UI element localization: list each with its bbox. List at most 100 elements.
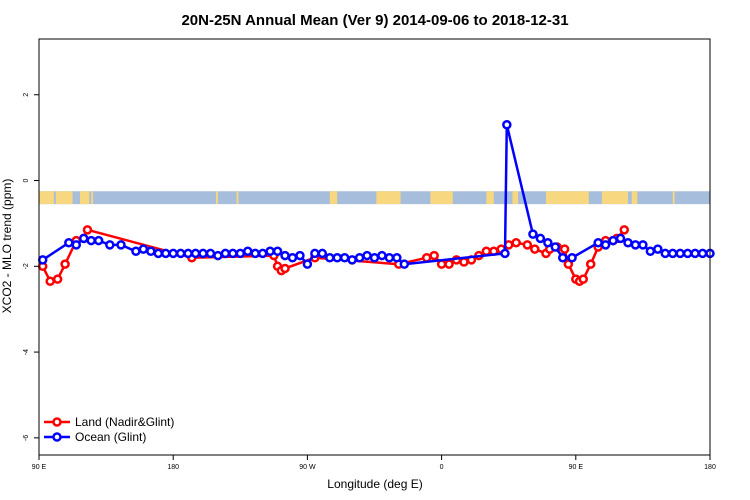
data-point bbox=[82, 225, 93, 235]
data-point bbox=[93, 235, 104, 246]
legend-label: Land (Nadir&Glint) bbox=[75, 415, 174, 429]
y-tick-label: -6 bbox=[23, 435, 30, 441]
data-point bbox=[64, 237, 74, 248]
x-tick-label: 180 bbox=[704, 464, 716, 471]
data-point bbox=[146, 246, 156, 257]
data-point bbox=[60, 259, 70, 269]
map-land bbox=[672, 191, 675, 205]
legend-marker bbox=[52, 417, 62, 427]
data-point bbox=[52, 274, 63, 284]
map-land bbox=[486, 191, 494, 205]
data-point bbox=[585, 259, 596, 269]
data-point bbox=[205, 248, 216, 259]
data-point bbox=[168, 248, 178, 259]
y-tick-label: 0 bbox=[23, 178, 30, 182]
data-point bbox=[287, 252, 298, 263]
data-point bbox=[682, 248, 693, 259]
data-point bbox=[272, 246, 283, 257]
data-point bbox=[600, 240, 611, 250]
data-point bbox=[228, 248, 238, 259]
data-point bbox=[317, 248, 328, 259]
data-point bbox=[459, 257, 469, 267]
data-point bbox=[500, 248, 510, 259]
data-point bbox=[369, 252, 380, 263]
y-axis: 2 0 -2 -4 -6 bbox=[23, 93, 39, 441]
data-point bbox=[638, 240, 648, 250]
data-point bbox=[522, 240, 533, 250]
x-tick-label: 90 E bbox=[569, 464, 584, 471]
world-map-band bbox=[39, 191, 710, 205]
data-point bbox=[558, 252, 568, 263]
map-land bbox=[329, 191, 338, 205]
data-point bbox=[354, 252, 365, 263]
legend: Land (Nadir&Glint)Ocean (Glint) bbox=[44, 415, 174, 444]
data-point bbox=[37, 255, 48, 265]
data-point bbox=[645, 246, 656, 257]
data-point bbox=[78, 233, 89, 244]
data-point bbox=[559, 244, 570, 254]
data-point bbox=[265, 246, 275, 257]
map-land bbox=[80, 191, 90, 205]
data-point bbox=[675, 248, 685, 259]
data-point bbox=[543, 237, 553, 248]
data-point bbox=[160, 248, 171, 259]
map-land bbox=[631, 191, 638, 205]
legend-marker bbox=[52, 432, 62, 442]
data-point bbox=[528, 229, 538, 239]
x-tick-label: 0 bbox=[440, 464, 444, 471]
data-point bbox=[198, 248, 208, 259]
data-point bbox=[623, 237, 633, 248]
data-point bbox=[362, 250, 372, 261]
data-point bbox=[235, 248, 246, 259]
data-point bbox=[131, 246, 141, 257]
data-point bbox=[310, 248, 320, 259]
data-point bbox=[71, 240, 82, 250]
data-point bbox=[339, 252, 350, 263]
data-point bbox=[175, 248, 186, 259]
data-point bbox=[481, 246, 492, 257]
data-point bbox=[444, 259, 454, 269]
data-point bbox=[690, 248, 700, 259]
data-point bbox=[384, 252, 395, 263]
data-point bbox=[116, 240, 126, 250]
series-ocean bbox=[37, 120, 715, 269]
x-tick-label: 180 bbox=[167, 464, 179, 471]
data-point bbox=[593, 237, 603, 248]
y-tick-label: -4 bbox=[23, 349, 30, 355]
data-point bbox=[697, 248, 708, 259]
data-point bbox=[630, 240, 641, 250]
y-tick-label: -2 bbox=[23, 263, 30, 269]
x-tick-label: 90 W bbox=[299, 464, 316, 471]
data-point bbox=[105, 240, 115, 250]
x-axis-label: Longitude (deg E) bbox=[327, 477, 422, 491]
data-point bbox=[667, 248, 678, 259]
data-point bbox=[347, 255, 357, 265]
data-point bbox=[567, 252, 577, 263]
map-land bbox=[39, 191, 54, 205]
data-point bbox=[421, 252, 432, 263]
data-point bbox=[615, 233, 626, 244]
data-point bbox=[280, 263, 290, 274]
plot-frame bbox=[38, 38, 711, 456]
data-point bbox=[86, 235, 96, 246]
legend-label: Ocean (Glint) bbox=[75, 430, 146, 444]
map-land bbox=[545, 191, 589, 205]
map-land bbox=[512, 191, 519, 205]
map-ocean bbox=[39, 191, 710, 205]
data-point bbox=[213, 250, 223, 261]
data-point bbox=[535, 233, 546, 244]
data-point bbox=[183, 248, 193, 259]
y-tick-label: 2 bbox=[23, 93, 30, 97]
data-point bbox=[399, 259, 410, 269]
data-point bbox=[392, 252, 402, 263]
data-point bbox=[250, 248, 260, 259]
data-point bbox=[325, 252, 335, 263]
data-point bbox=[45, 276, 55, 287]
data-point bbox=[502, 120, 512, 130]
data-point bbox=[608, 235, 618, 246]
x-tick-label: 90 E bbox=[32, 464, 47, 471]
data-point bbox=[280, 250, 290, 261]
series-layer bbox=[37, 120, 715, 287]
data-point bbox=[377, 250, 387, 261]
data-point bbox=[550, 242, 561, 252]
